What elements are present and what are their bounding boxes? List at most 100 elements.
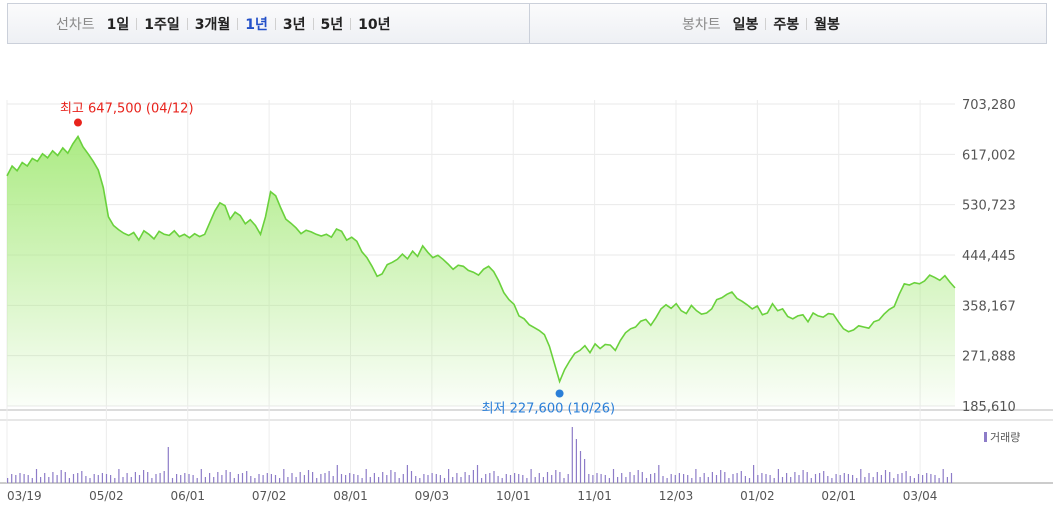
volume-bar bbox=[781, 477, 784, 483]
volume-bar bbox=[382, 472, 384, 483]
volume-bar bbox=[810, 478, 812, 483]
volume-bar bbox=[378, 477, 380, 483]
volume-bar bbox=[340, 474, 343, 483]
volume-bar bbox=[860, 469, 862, 483]
line-chart-label: 선차트 bbox=[56, 16, 95, 33]
x-tick-label: 11/01 bbox=[577, 489, 612, 503]
price-area-fill bbox=[7, 136, 955, 406]
volume-legend-swatch bbox=[984, 432, 987, 442]
volume-bar bbox=[485, 474, 487, 483]
volume-bar bbox=[328, 471, 330, 483]
volume-bar bbox=[369, 477, 371, 483]
volume-bar bbox=[551, 475, 553, 483]
volume-bar bbox=[229, 472, 231, 483]
period-1week[interactable]: 1주일 bbox=[144, 16, 180, 33]
volume-bar bbox=[163, 471, 165, 483]
period-10year[interactable]: 10년 bbox=[358, 16, 391, 33]
volume-bar bbox=[856, 478, 858, 483]
low-label: 최저 227,600 (10/26) bbox=[482, 402, 616, 417]
volume-bar bbox=[283, 469, 285, 483]
volume-bar bbox=[147, 472, 149, 483]
candle-daily[interactable]: 일봉 bbox=[732, 16, 759, 33]
volume-bar bbox=[345, 475, 347, 483]
volume-bar bbox=[35, 469, 38, 483]
volume-bar bbox=[19, 473, 21, 483]
volume-bar bbox=[221, 475, 223, 483]
period-1day[interactable]: 1일 bbox=[106, 16, 130, 33]
volume-bar bbox=[777, 469, 779, 483]
volume-bar bbox=[143, 470, 145, 483]
volume-bar bbox=[476, 465, 479, 483]
volume-bar bbox=[608, 478, 610, 483]
volume-bar bbox=[934, 475, 936, 483]
volume-bar bbox=[534, 477, 536, 483]
volume-bar bbox=[744, 476, 746, 483]
volume-bar bbox=[85, 476, 87, 483]
volume-bar bbox=[530, 469, 532, 483]
volume-bar bbox=[814, 474, 817, 483]
volume-bar bbox=[291, 473, 293, 483]
volume-bar bbox=[720, 470, 722, 483]
volume-bar bbox=[200, 469, 202, 483]
volume-bar bbox=[637, 470, 639, 483]
volume-bar bbox=[237, 474, 239, 483]
volume-bar bbox=[481, 478, 483, 483]
volume-bar bbox=[678, 473, 680, 483]
volume-bar bbox=[151, 478, 153, 483]
period-1year[interactable]: 1년 bbox=[245, 16, 268, 33]
volume-bar bbox=[769, 475, 771, 483]
volume-bar bbox=[707, 477, 709, 483]
volume-bar bbox=[196, 478, 198, 483]
volume-bar bbox=[501, 478, 503, 483]
volume-bar bbox=[736, 473, 738, 483]
line-chart-period-group: 선차트 1일 1주일 3개월 1년 3년 5년 10년 bbox=[56, 4, 391, 43]
volume-bar bbox=[522, 475, 524, 483]
volume-bar bbox=[312, 472, 314, 483]
high-label: 최고 647,500 (04/12) bbox=[60, 102, 194, 117]
volume-bar bbox=[571, 427, 573, 483]
y-tick-label: 703,280 bbox=[962, 98, 1016, 113]
x-tick-label: 03/04 bbox=[903, 489, 938, 503]
period-3year[interactable]: 3년 bbox=[282, 16, 306, 33]
volume-bar bbox=[806, 472, 808, 483]
volume-bar bbox=[691, 478, 693, 483]
period-3month[interactable]: 3개월 bbox=[194, 16, 231, 33]
volume-bar bbox=[110, 475, 112, 483]
candle-weekly[interactable]: 주봉 bbox=[773, 16, 800, 33]
volume-bar bbox=[909, 476, 911, 483]
volume-bar bbox=[423, 474, 425, 483]
x-tick-label: 10/01 bbox=[496, 489, 531, 503]
volume-bar bbox=[526, 478, 528, 483]
volume-bar bbox=[880, 475, 882, 483]
volume-bar bbox=[159, 473, 161, 483]
candle-monthly[interactable]: 월봉 bbox=[814, 16, 840, 33]
volume-bar bbox=[757, 475, 759, 483]
volume-bar bbox=[155, 474, 157, 483]
volume-bar bbox=[946, 477, 948, 483]
period-5year[interactable]: 5년 bbox=[320, 16, 344, 33]
y-tick-label: 271,888 bbox=[962, 350, 1016, 365]
volume-bar bbox=[546, 472, 549, 483]
volume-bar bbox=[336, 465, 338, 483]
x-tick-label: 06/01 bbox=[170, 489, 205, 503]
volume-bar bbox=[72, 474, 75, 483]
volume-bar bbox=[695, 469, 697, 483]
volume-bar bbox=[563, 478, 565, 483]
x-tick-label: 07/02 bbox=[252, 489, 287, 503]
price-line bbox=[6, 134, 956, 384]
volume-bar bbox=[835, 474, 837, 483]
y-tick-label: 358,167 bbox=[962, 299, 1016, 314]
volume-bar bbox=[753, 465, 755, 483]
volume-bar bbox=[930, 474, 932, 483]
volume-bar bbox=[460, 477, 462, 483]
volume-bar bbox=[254, 478, 256, 483]
volume-bar bbox=[31, 478, 33, 483]
volume-bar bbox=[204, 477, 206, 483]
volume-bar bbox=[666, 478, 668, 483]
volume-bar bbox=[279, 478, 281, 483]
volume-bar bbox=[295, 477, 297, 483]
volume-bar bbox=[732, 474, 734, 483]
volume-legend-label: 거래량 bbox=[990, 431, 1020, 444]
y-tick-label: 444,445 bbox=[962, 249, 1016, 264]
